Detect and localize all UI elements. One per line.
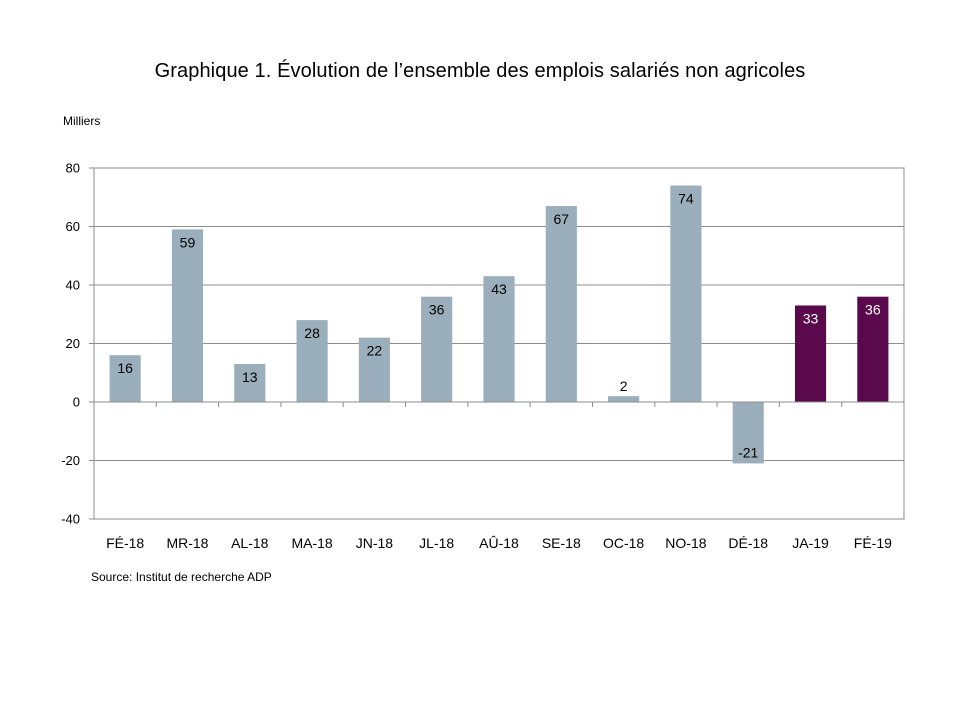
data-labels: FÉ-18 MR-18 AL-18 MA-18 JN-18 JL-18 AÛ-18 SE-18… [106,191,892,551]
source-note: Source: Institut de recherche ADP [91,570,272,584]
y-tick-label: 20 [66,336,80,351]
data-label: 2 [620,378,628,394]
bar-JN-18 [358,337,390,402]
y-tick-label: 40 [66,278,80,293]
x-tick-label: AL-18 [231,535,269,551]
bar-FÉ-19 [857,296,889,402]
bar-MA-18 [296,320,328,402]
bar-NO-18 [670,185,702,402]
x-tick-label: JA-19 [792,535,829,551]
y-tick-label: 60 [66,219,80,234]
y-axis-unit-label: Milliers [63,114,101,128]
axes: -40 -20 0 20 40 60 80 [61,161,905,527]
bar-MR-18 [171,229,204,402]
y-tick-label: -40 [61,512,80,527]
data-label: 22 [367,343,383,359]
bar-JA-19 [794,305,827,402]
x-tick-label: FÉ-18 [106,535,144,551]
x-tick-label: JL-18 [419,535,454,551]
bar-SE-18 [545,206,577,402]
x-tick-label: FÉ-19 [854,535,892,551]
x-tick-label: OC-18 [603,535,644,551]
x-tick-label: MR-18 [166,535,208,551]
data-label: -21 [738,444,758,460]
x-tick-label: SE-18 [542,535,581,551]
bar-OC-18 [608,396,640,402]
x-tick-label: DÉ-18 [728,535,768,551]
data-label: 74 [678,191,694,207]
x-tick-label: NO-18 [665,535,706,551]
bar-AÛ-18 [483,276,515,402]
data-label: 59 [180,234,196,250]
data-label: 36 [865,302,881,318]
x-tick-label: AÛ-18 [479,535,519,551]
bar-JL-18 [421,296,453,402]
bar-FÉ-18 [109,355,141,402]
bar-AL-18 [234,363,266,402]
data-label: 13 [242,369,258,385]
data-label: 43 [491,281,507,297]
data-label: 28 [304,325,320,341]
y-tick-label: -20 [61,453,80,468]
data-label: 67 [554,211,570,227]
x-tick-label: MA-18 [291,535,332,551]
y-tick-label: 0 [73,395,80,410]
x-tick-label: JN-18 [356,535,394,551]
y-tick-label: 80 [66,161,80,176]
bars [109,185,889,464]
data-label: 36 [429,302,445,318]
chart-title: Graphique 1. Évolution de l’ensemble des… [154,60,806,82]
data-label: 16 [117,360,133,376]
data-label: 33 [803,310,819,326]
bar-DÉ-18 [732,402,764,464]
